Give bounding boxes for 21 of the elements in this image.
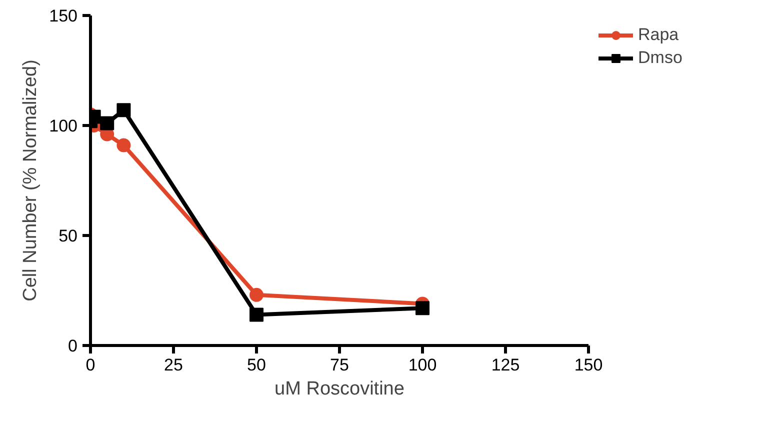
point [416,301,430,316]
y-tick-label: 150 [49,6,78,26]
point [250,308,264,322]
x-tick-label: 150 [574,356,603,374]
x-axis-title: uM Roscovitine [274,378,404,400]
y-tick-label: 0 [68,336,78,356]
x-tick-label: 50 [247,356,266,374]
point [116,138,131,152]
point [250,288,264,302]
point [100,116,114,130]
y-tick-label: 50 [58,226,78,246]
x-tick-label: 0 [86,356,96,374]
y-axis-title: Cell Number (% Normalized) [20,60,42,302]
x-tick-label: 25 [164,356,183,374]
legend-label: Dmso [638,48,682,68]
x-tick-label: 75 [330,356,349,374]
y-tick-label: 100 [49,116,78,136]
x-tick-label: 100 [408,356,437,374]
x-tick-label: 125 [491,356,520,374]
point [116,103,131,118]
legend-label: Rapa [638,25,679,45]
